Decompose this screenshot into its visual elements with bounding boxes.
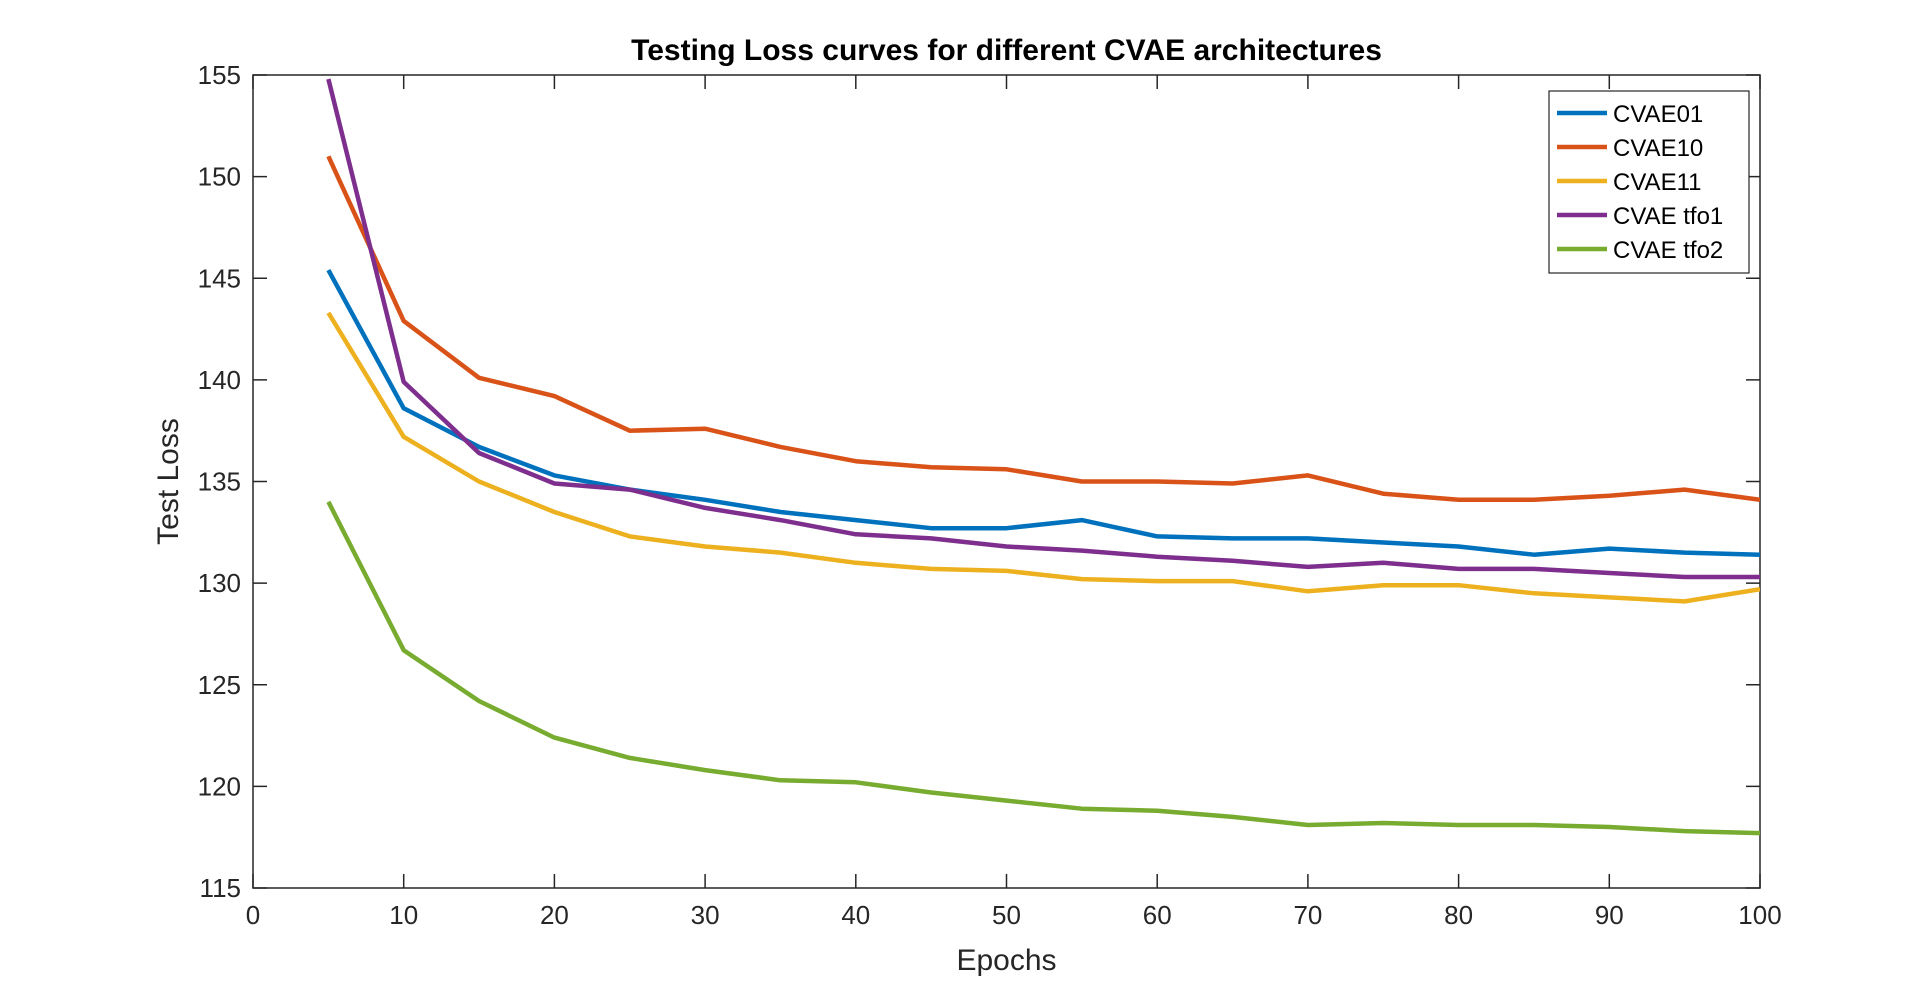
y-tick-label: 120 — [198, 771, 241, 801]
legend-label: CVAE tfo2 — [1613, 237, 1723, 264]
x-tick-label: 40 — [841, 900, 870, 930]
chart-title: Testing Loss curves for different CVAE a… — [631, 34, 1382, 67]
y-tick-label: 135 — [198, 467, 241, 497]
x-axis-title: Epochs — [956, 944, 1056, 977]
x-tick-label: 50 — [992, 900, 1021, 930]
y-tick-label: 150 — [198, 162, 241, 192]
legend-label: CVAE10 — [1613, 135, 1703, 162]
series-line-cvae01 — [326, 269, 1760, 557]
y-tick-label: 145 — [198, 263, 241, 293]
x-tick-label: 0 — [246, 900, 260, 930]
y-tick-label: 155 — [198, 60, 241, 90]
y-tick-label: 115 — [200, 873, 241, 903]
series-line-cvae-tfo1 — [326, 78, 1760, 580]
legend: CVAE01 CVAE10 CVAE11 CVAE tfo1 CVAE tfo2 — [1548, 90, 1750, 274]
y-tick-label: 130 — [198, 568, 241, 598]
y-tick-label: 140 — [198, 365, 241, 395]
plot-area: 0 10 20 30 40 50 60 70 80 90 100 115 120 125 130 135 140… — [198, 60, 1782, 930]
y-axis-title: Test Loss — [152, 418, 185, 545]
x-tick-label: 20 — [540, 900, 569, 930]
x-tick-label: 30 — [691, 900, 720, 930]
legend-label: CVAE11 — [1613, 169, 1702, 196]
x-tick-label: 10 — [389, 900, 418, 930]
series-line-cvae-tfo2 — [326, 500, 1760, 836]
x-tick-label: 100 — [1738, 900, 1781, 930]
y-tick-label: 125 — [198, 670, 241, 700]
series-lines — [326, 78, 1760, 836]
legend-label: CVAE tfo1 — [1613, 203, 1723, 230]
x-tick-label: 70 — [1293, 900, 1322, 930]
x-tick-label: 80 — [1444, 900, 1473, 930]
series-line-cvae10 — [326, 155, 1760, 503]
series-line-cvae11 — [326, 311, 1760, 604]
x-tick-label: 60 — [1143, 900, 1172, 930]
x-tick-label: 90 — [1595, 900, 1624, 930]
legend-label: CVAE01 — [1613, 101, 1703, 128]
axes-box — [252, 74, 1761, 889]
